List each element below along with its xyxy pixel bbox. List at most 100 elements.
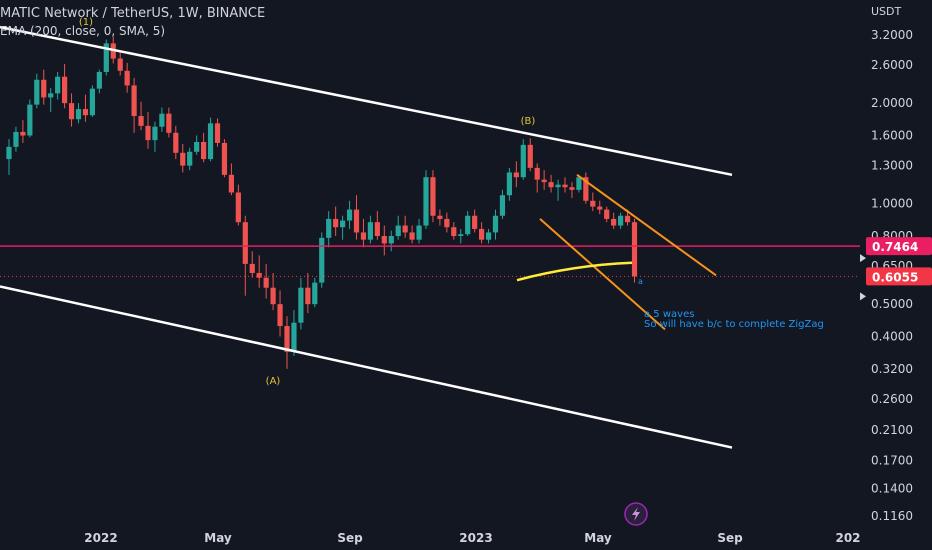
candle-body bbox=[207, 123, 214, 160]
candle-body bbox=[173, 132, 179, 153]
candle-body bbox=[75, 109, 82, 120]
candle-body bbox=[20, 131, 26, 136]
candle-body bbox=[444, 218, 450, 228]
candle bbox=[152, 121, 158, 152]
candle-body bbox=[27, 104, 33, 136]
candle-body bbox=[89, 88, 95, 116]
candle-body bbox=[576, 177, 582, 190]
candle-body bbox=[583, 177, 589, 201]
candle bbox=[242, 215, 248, 296]
candle bbox=[20, 120, 26, 143]
candle bbox=[465, 211, 471, 237]
candle-body bbox=[458, 234, 464, 237]
candle-body bbox=[624, 215, 631, 223]
candle-body bbox=[6, 146, 12, 160]
candle bbox=[291, 310, 297, 356]
candle-body bbox=[221, 142, 228, 175]
candle bbox=[381, 225, 387, 256]
candle-body bbox=[465, 215, 471, 235]
candle bbox=[319, 232, 325, 288]
time-tick-label: May bbox=[584, 531, 612, 545]
price-tick-label: 0.2600 bbox=[871, 392, 913, 406]
candle-body bbox=[201, 141, 207, 160]
candle-body bbox=[187, 151, 193, 166]
candle-body bbox=[228, 174, 234, 193]
candle bbox=[48, 88, 54, 113]
candle-body bbox=[319, 237, 325, 283]
candle bbox=[562, 177, 568, 193]
candle bbox=[82, 94, 89, 122]
chart-title: MATIC Network / TetherUS, 1W, BINANCE bbox=[0, 6, 266, 21]
candle-body bbox=[590, 200, 596, 207]
candle bbox=[277, 290, 283, 337]
candle bbox=[367, 215, 373, 244]
candle-body bbox=[131, 85, 137, 117]
candle-body bbox=[194, 141, 200, 152]
candle-body bbox=[214, 123, 221, 143]
price-tick-label: 0.1160 bbox=[871, 509, 913, 523]
candle-body bbox=[527, 144, 533, 168]
candle-body bbox=[430, 177, 436, 216]
indicator-legend[interactable]: EMA (200, close, 0, SMA, 5) bbox=[0, 24, 166, 38]
wedge-lower-line bbox=[539, 218, 666, 331]
candle bbox=[173, 125, 179, 160]
candle-body bbox=[485, 232, 492, 240]
candle bbox=[68, 93, 75, 127]
candle bbox=[631, 218, 638, 283]
candle bbox=[576, 174, 582, 193]
candle bbox=[520, 139, 526, 180]
candle-body bbox=[534, 167, 540, 180]
candle-body bbox=[235, 192, 241, 223]
candle-body bbox=[451, 227, 457, 237]
price-tick-label: 0.5000 bbox=[871, 297, 913, 311]
candle-body bbox=[291, 322, 297, 352]
candle-body bbox=[82, 109, 89, 116]
candle bbox=[402, 215, 408, 238]
lightning-icon[interactable] bbox=[624, 502, 648, 526]
candle bbox=[138, 101, 144, 131]
candle bbox=[485, 228, 492, 244]
candle bbox=[340, 215, 346, 240]
price-tick-label: 1.6000 bbox=[871, 129, 913, 143]
candle bbox=[201, 132, 207, 163]
candle-body bbox=[263, 277, 269, 288]
candle bbox=[499, 189, 506, 219]
candle bbox=[62, 63, 68, 109]
time-tick-label: May bbox=[204, 531, 232, 545]
candle bbox=[395, 215, 401, 240]
candle bbox=[430, 170, 436, 223]
candle-body bbox=[41, 79, 47, 98]
candle bbox=[214, 118, 221, 147]
overlays-layer bbox=[0, 25, 860, 449]
candle bbox=[75, 103, 82, 124]
candle-body bbox=[555, 184, 561, 188]
candle-body bbox=[395, 225, 401, 237]
candle-body bbox=[569, 187, 575, 190]
candle bbox=[534, 163, 540, 193]
candle-body bbox=[55, 76, 61, 94]
candle-body bbox=[145, 125, 151, 141]
time-tick-label: Sep bbox=[717, 531, 743, 545]
price-tick-label: 0.1700 bbox=[871, 454, 913, 468]
candle-body bbox=[472, 215, 478, 229]
candle bbox=[590, 192, 596, 212]
candle-body bbox=[152, 126, 158, 141]
candle-body bbox=[360, 232, 367, 240]
candle bbox=[444, 212, 450, 233]
candle-body bbox=[367, 222, 373, 240]
candle-body bbox=[34, 79, 40, 105]
wave-label: (1) bbox=[79, 17, 93, 28]
candle bbox=[569, 182, 575, 198]
candle bbox=[326, 211, 332, 248]
candle bbox=[298, 277, 304, 330]
candle bbox=[472, 209, 478, 233]
price-tick-label: 1.0000 bbox=[871, 197, 913, 211]
candle bbox=[333, 206, 339, 237]
ema-line bbox=[516, 261, 633, 282]
candle-body bbox=[402, 225, 408, 233]
candle bbox=[492, 209, 499, 240]
candle bbox=[353, 195, 360, 240]
candle bbox=[618, 212, 624, 229]
candle-body bbox=[62, 76, 68, 104]
